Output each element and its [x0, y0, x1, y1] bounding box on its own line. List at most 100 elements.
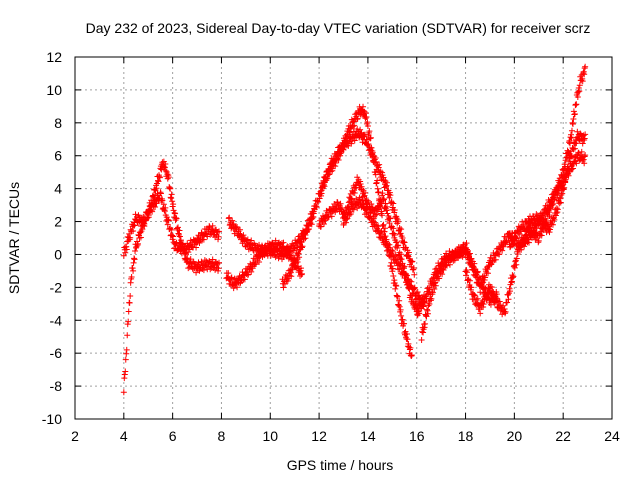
- data-point: [381, 196, 388, 203]
- y-tick-label: 0: [54, 246, 62, 262]
- data-point: [298, 239, 305, 246]
- data-point: [386, 241, 393, 248]
- data-point: [175, 224, 182, 231]
- data-point: [214, 260, 221, 267]
- data-point: [500, 302, 507, 309]
- data-point: [356, 194, 363, 201]
- data-point: [384, 210, 391, 217]
- data-point: [433, 271, 440, 278]
- data-point: [497, 246, 504, 253]
- data-point: [516, 246, 523, 253]
- data-point: [170, 207, 177, 214]
- data-point: [369, 149, 376, 156]
- data-point: [485, 270, 492, 277]
- data-point: [423, 295, 430, 302]
- data-point: [375, 226, 382, 233]
- data-point: [547, 226, 554, 233]
- data-point: [157, 190, 164, 197]
- data-point: [172, 210, 179, 217]
- data-point: [128, 273, 135, 280]
- data-point: [256, 241, 263, 248]
- data-point: [496, 251, 503, 258]
- data-point: [363, 114, 370, 121]
- y-tick-label: -6: [50, 345, 63, 361]
- x-tick-label: 8: [218, 428, 226, 444]
- data-point: [521, 226, 528, 233]
- data-point: [131, 222, 138, 229]
- data-point: [347, 211, 354, 218]
- series-track-k: [462, 63, 589, 318]
- data-point: [319, 185, 326, 192]
- data-point: [299, 243, 306, 250]
- data-point: [176, 227, 183, 234]
- data-point: [122, 249, 129, 256]
- data-point: [405, 249, 412, 256]
- data-point: [120, 252, 127, 259]
- data-point: [248, 268, 255, 275]
- data-point: [466, 256, 473, 263]
- data-point: [556, 200, 563, 207]
- data-point: [549, 221, 556, 228]
- data-point: [568, 127, 575, 134]
- data-point: [579, 78, 586, 85]
- data-point: [493, 295, 500, 302]
- y-tick-label: 4: [54, 181, 62, 197]
- data-point: [437, 266, 444, 273]
- data-point: [409, 258, 416, 265]
- data-point: [300, 236, 307, 243]
- data-point: [401, 239, 408, 246]
- data-point: [209, 222, 216, 229]
- data-point: [582, 63, 589, 70]
- data-point: [557, 199, 564, 206]
- data-point: [362, 115, 369, 122]
- data-point: [130, 267, 137, 274]
- data-point: [396, 297, 403, 304]
- data-point: [561, 184, 568, 191]
- data-point: [510, 241, 517, 248]
- x-tick-label: 4: [120, 428, 128, 444]
- data-point: [329, 162, 336, 169]
- x-tick-label: 10: [262, 428, 278, 444]
- data-point: [124, 332, 131, 339]
- data-point: [578, 148, 585, 155]
- data-point: [402, 270, 409, 277]
- data-point: [513, 255, 520, 262]
- data-point: [513, 235, 520, 242]
- data-point: [551, 216, 558, 223]
- data-point: [122, 356, 129, 363]
- data-point: [436, 275, 443, 282]
- data-point: [318, 190, 325, 197]
- data-point: [127, 234, 134, 241]
- data-point: [501, 233, 508, 240]
- data-point: [566, 158, 573, 165]
- data-point: [361, 131, 368, 138]
- data-point: [307, 219, 314, 226]
- data-point: [134, 240, 141, 247]
- data-point: [209, 256, 216, 263]
- plot-frame: [74, 56, 613, 420]
- data-point: [492, 256, 499, 263]
- data-point: [562, 176, 569, 183]
- data-point: [132, 248, 139, 255]
- data-point: [318, 223, 325, 230]
- data-point: [419, 302, 426, 309]
- data-point: [422, 299, 429, 306]
- data-point: [267, 248, 274, 255]
- data-point: [379, 190, 386, 197]
- data-point: [381, 225, 388, 232]
- y-tick-label: 12: [46, 49, 62, 65]
- data-point: [169, 198, 176, 205]
- data-point: [547, 204, 554, 211]
- data-point: [426, 286, 433, 293]
- data-point: [390, 273, 397, 280]
- data-point: [193, 244, 200, 251]
- series-track-a: [120, 158, 223, 396]
- data-point: [398, 256, 405, 263]
- data-point: [391, 231, 398, 238]
- data-point: [538, 232, 545, 239]
- data-point: [214, 229, 221, 236]
- data-point: [385, 214, 392, 221]
- data-point: [240, 232, 247, 239]
- data-point: [409, 292, 416, 299]
- data-point: [502, 308, 509, 315]
